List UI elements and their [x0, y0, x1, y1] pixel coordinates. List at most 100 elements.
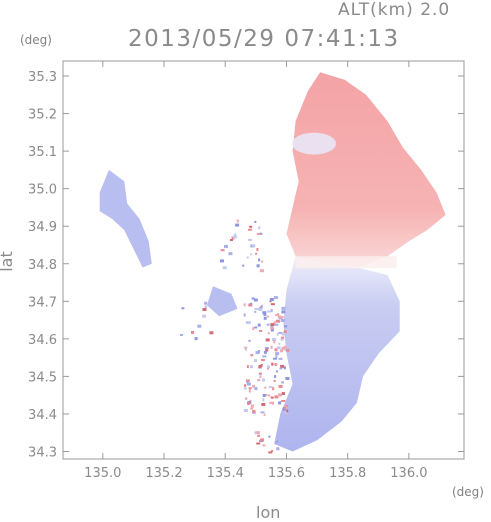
echo-pixel [258, 232, 263, 235]
echo-pixel [255, 351, 260, 355]
echo-pixel [194, 337, 198, 341]
echo-pixel [269, 298, 274, 301]
echo-pixel [273, 363, 278, 366]
echo-pixel [248, 303, 253, 307]
echo-pixel [274, 375, 277, 378]
echo-pixel [268, 386, 273, 389]
echo-pixel [260, 304, 263, 308]
echo-pixel [257, 323, 261, 327]
echo-pixel [270, 325, 274, 329]
echo-pixel [273, 340, 276, 344]
echo-pixel [259, 330, 263, 332]
echo-pixel [270, 309, 273, 313]
echo-pixel [254, 387, 258, 391]
echo-pixel [277, 315, 281, 319]
echo-pixel [254, 308, 259, 310]
echo-pixel [222, 266, 227, 270]
north-echo-clear-spot [292, 132, 337, 155]
echo-pixel [262, 394, 266, 397]
echo-pixel [209, 331, 214, 335]
echo-pixel [259, 376, 262, 379]
echo-pixel [280, 337, 284, 341]
echo-pixel [252, 244, 256, 248]
echo-pixel [246, 381, 250, 384]
altitude-label: ALT(km) 2.0 [338, 0, 451, 20]
x-tick-label: 135.4 [207, 466, 244, 481]
echo-pixel [263, 313, 267, 316]
echo-pixel [283, 330, 287, 333]
echo-pixel [253, 298, 258, 302]
echo-pixel [281, 392, 285, 395]
echo-pixel [230, 239, 233, 241]
echo-pixel [250, 302, 253, 305]
echo-pixel [256, 248, 259, 251]
center-patch-region [206, 286, 238, 317]
echo-pixel [275, 352, 280, 356]
echo-pixel [275, 314, 280, 317]
echo-pixel [243, 303, 246, 307]
echo-pixel [259, 373, 262, 376]
echo-pixel [204, 301, 208, 305]
echo-pixel [260, 363, 263, 367]
echo-pixel [260, 438, 265, 442]
echo-pixel [272, 357, 277, 360]
x-tick-label: 136.0 [390, 466, 427, 481]
y-tick-label: 34.4 [28, 408, 57, 423]
echo-pixel [270, 303, 275, 306]
echo-pixel [258, 365, 262, 368]
echo-pixel [265, 394, 268, 397]
echo-pixel [262, 355, 267, 358]
echo-pixel [273, 296, 278, 300]
echo-pixel [286, 404, 289, 407]
echo-pixel [281, 400, 286, 402]
y-tick-label: 35.3 [28, 70, 57, 85]
echo-pixel [267, 365, 270, 369]
echo-pixel [245, 379, 250, 382]
x-tick-label: 135.6 [268, 466, 305, 481]
echo-pixel [266, 315, 269, 318]
echo-pixel [275, 319, 280, 323]
echo-pixel [236, 219, 239, 223]
x-tick-label: 135.2 [145, 466, 182, 481]
echo-pixel [254, 310, 257, 313]
echo-pixel [280, 349, 284, 353]
north-echo-region [286, 72, 446, 268]
echo-pixel [283, 406, 286, 409]
y-tick-label: 35.0 [28, 183, 57, 198]
transition-band [295, 256, 397, 269]
echo-pixel [244, 384, 247, 388]
echo-pixel [276, 448, 280, 451]
echo-pixel [274, 395, 279, 399]
y-tick-label: 34.3 [28, 445, 57, 460]
y-tick-label: 35.2 [28, 108, 57, 123]
echo-pixel [247, 228, 252, 231]
echo-pixel [247, 402, 251, 405]
echo-pixel [258, 258, 261, 262]
echo-pixel [234, 233, 237, 237]
x-axis-label: lon [256, 503, 281, 522]
echo-pixel [250, 407, 254, 410]
x-axis-unit: (deg) [452, 485, 484, 499]
echo-pixel [276, 346, 281, 350]
echo-pixel [242, 264, 245, 267]
echo-pixel [181, 307, 185, 310]
echo-pixel [248, 387, 252, 390]
x-tick-label: 135.0 [84, 466, 121, 481]
echo-pixel [280, 316, 284, 319]
echo-pixel [246, 321, 251, 325]
echo-pixel [273, 379, 276, 382]
echo-pixel [272, 337, 277, 341]
echo-pixel [204, 305, 207, 308]
echo-pixel [248, 238, 252, 241]
plot-frame [62, 60, 465, 460]
echo-pixel [278, 342, 281, 345]
echo-pixel [248, 339, 251, 342]
echo-pixel [267, 310, 272, 313]
echo-pixel [273, 321, 276, 325]
echo-pixel [280, 364, 285, 368]
echo-pixel [254, 326, 258, 329]
echo-pixel [224, 244, 228, 248]
echo-pixel [274, 439, 277, 442]
echo-pixel [286, 409, 289, 413]
echo-pixel [267, 332, 270, 335]
